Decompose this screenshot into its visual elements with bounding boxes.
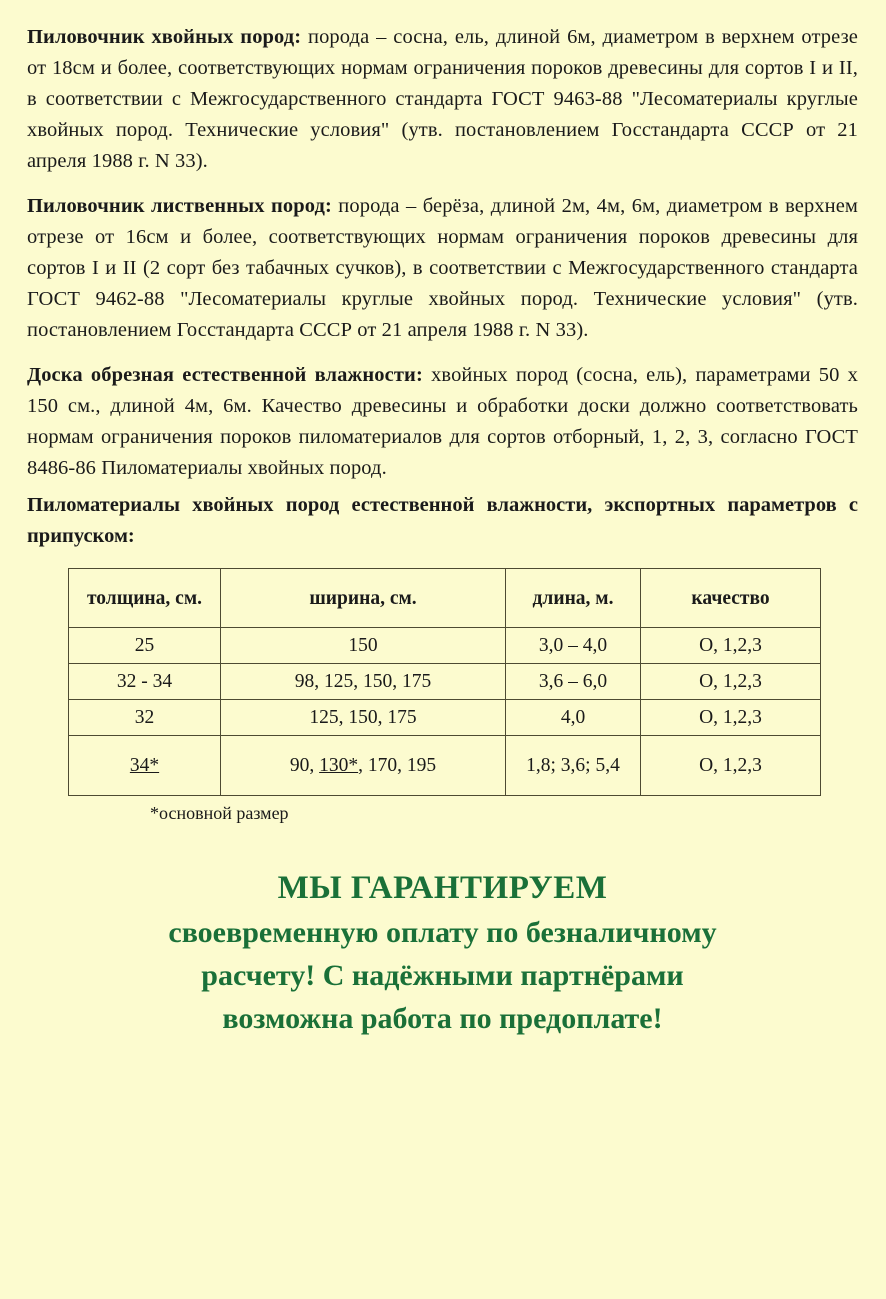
- cell-length: 4,0: [505, 699, 641, 736]
- cell-thickness: 32: [68, 699, 221, 736]
- section-heading-export-lumber: Пиломатериалы хвойных пород естественной…: [27, 494, 858, 547]
- table-row: 34* 90, 130*, 170, 195 1,8; 3,6; 5,4 О, …: [68, 735, 821, 796]
- cell-width-prefix: 90,: [289, 755, 320, 776]
- cell-width: 90, 130*, 170, 195: [220, 735, 506, 796]
- guarantee-line-2: расчету! С надёжными партнёрами: [201, 959, 684, 992]
- table-header-row: толщина, см. ширина, см. длина, м. качес…: [68, 568, 821, 628]
- table-row: 25 150 3,0 – 4,0 О, 1,2,3: [68, 627, 821, 664]
- spec-table-container: толщина, см. ширина, см. длина, м. качес…: [68, 568, 821, 825]
- cell-thickness: 25: [68, 627, 221, 664]
- cell-quality: О, 1,2,3: [640, 735, 821, 796]
- table-row: 32 - 34 98, 125, 150, 175 3,6 – 6,0 О, 1…: [68, 663, 821, 700]
- guarantee-line-1: своевременную оплату по безналичному: [168, 916, 717, 949]
- paragraph-edged-board: Доска обрезная естественной влажности: х…: [27, 360, 858, 484]
- paragraph-lead-label: Пиловочник хвойных пород:: [27, 26, 302, 48]
- cell-width-suffix: , 170, 195: [358, 755, 437, 776]
- cell-width: 125, 150, 175: [220, 699, 506, 736]
- paragraph-lead-label: Пиловочник лиственных пород:: [27, 195, 332, 217]
- paragraph-lead-label: Доска обрезная естественной влажности:: [27, 364, 423, 386]
- paragraph-softwood-sawlog: Пиловочник хвойных пород: порода – сосна…: [27, 22, 858, 177]
- column-header-length: длина, м.: [505, 568, 641, 628]
- guarantee-block: МЫ ГАРАНТИРУЕМ своевременную оплату по б…: [27, 865, 858, 1040]
- cell-thickness: 34*: [68, 735, 221, 796]
- table-row: 32 125, 150, 175 4,0 О, 1,2,3: [68, 699, 821, 736]
- column-header-width: ширина, см.: [220, 568, 506, 628]
- paragraph-hardwood-sawlog: Пиловочник лиственных пород: порода – бе…: [27, 191, 858, 346]
- cell-thickness-underlined: 34*: [129, 755, 160, 776]
- guarantee-line-3: возможна работа по предоплате!: [222, 1002, 663, 1035]
- cell-length: 1,8; 3,6; 5,4: [505, 735, 641, 796]
- cell-width-underlined: 130*: [319, 755, 359, 776]
- cell-width: 150: [220, 627, 506, 664]
- paragraph-body-text: порода – берёза, длиной 2м, 4м, 6м, диам…: [27, 195, 858, 341]
- cell-quality: О, 1,2,3: [640, 627, 821, 664]
- cell-thickness: 32 - 34: [68, 663, 221, 700]
- paragraph-body-text: хвойных пород (сосна, ель), параметрами …: [27, 364, 858, 479]
- cell-width: 98, 125, 150, 175: [220, 663, 506, 700]
- cell-quality: О, 1,2,3: [640, 663, 821, 700]
- guarantee-title: МЫ ГАРАНТИРУЕМ: [277, 870, 608, 906]
- table-footnote: *основной размер: [150, 803, 289, 823]
- cell-quality: О, 1,2,3: [640, 699, 821, 736]
- cell-length: 3,6 – 6,0: [505, 663, 641, 700]
- paragraph-body-text: порода – сосна, ель, длиной 6м, диаметро…: [27, 26, 858, 172]
- column-header-quality: качество: [640, 568, 821, 628]
- column-header-thickness: толщина, см.: [68, 568, 221, 628]
- cell-length: 3,0 – 4,0: [505, 627, 641, 664]
- lumber-spec-table: толщина, см. ширина, см. длина, м. качес…: [68, 568, 821, 796]
